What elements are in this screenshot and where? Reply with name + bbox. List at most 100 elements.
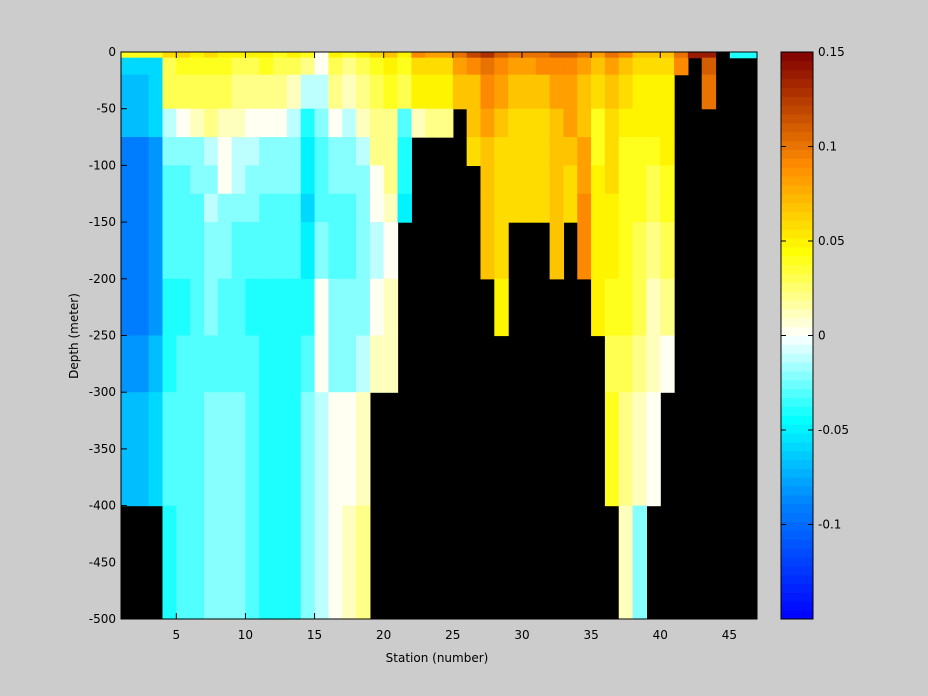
heatmap-cell (134, 74, 150, 110)
heatmap-cell (300, 193, 316, 223)
heatmap-cell (480, 193, 495, 223)
colorbar-segment (781, 326, 813, 336)
heatmap-cell (328, 335, 343, 393)
heatmap-cell (535, 165, 551, 195)
heatmap-cell (203, 193, 219, 223)
heatmap-cell (203, 278, 219, 337)
heatmap-cell (342, 335, 357, 393)
colorbar-segment (781, 308, 813, 319)
heatmap-cell (121, 165, 136, 195)
heatmap-cell (618, 193, 634, 223)
heatmap-cell (273, 137, 288, 166)
heatmap-cell (314, 392, 329, 507)
heatmap-cell (176, 505, 191, 620)
heatmap-cell (176, 392, 191, 507)
heatmap-cell (342, 278, 357, 337)
heatmap-cell (356, 335, 371, 393)
heatmap-cell (162, 108, 177, 138)
heatmap-cell (148, 57, 164, 76)
colorbar-segment (781, 459, 813, 469)
heatmap-cell (259, 52, 274, 59)
heatmap-cell (148, 222, 164, 280)
heatmap-cell (231, 137, 247, 166)
heatmap-cell (480, 52, 495, 59)
heatmap-cell (397, 165, 412, 195)
y-tick-label: -350 (89, 442, 116, 456)
heatmap-cell (646, 165, 661, 195)
heatmap-cell (494, 193, 509, 223)
heatmap-cell (646, 222, 661, 280)
heatmap-cell (300, 57, 316, 76)
heatmap-cell (286, 74, 302, 110)
colorbar-segment (781, 255, 813, 266)
heatmap-cell (397, 74, 412, 110)
heatmap-cell (162, 392, 177, 507)
heatmap-cell (342, 57, 357, 76)
heatmap-cell (452, 52, 468, 59)
heatmap-cell (300, 335, 316, 393)
x-axis-label: Station (number) (386, 651, 489, 665)
x-tick-label: 35 (583, 628, 598, 642)
heatmap-cell (314, 52, 329, 59)
heatmap-cell (162, 278, 177, 337)
heatmap-cell (121, 52, 136, 59)
heatmap-cell (411, 52, 426, 59)
heatmap-cell (203, 505, 219, 620)
heatmap-cell (604, 74, 620, 110)
colorbar-segment (781, 60, 813, 71)
x-tick-label: 25 (445, 628, 460, 642)
heatmap-cell (591, 108, 606, 138)
heatmap-cell (259, 335, 274, 393)
heatmap-cell (660, 222, 675, 280)
colorbar-segment (781, 78, 813, 88)
heatmap-cell (300, 137, 316, 166)
heatmap-cell (176, 74, 191, 110)
heatmap-cell (134, 222, 150, 280)
heatmap-cell (314, 74, 329, 110)
heatmap-cell (508, 193, 523, 223)
heatmap-cell (591, 57, 606, 76)
heatmap-cell (452, 57, 468, 76)
heatmap-cell (646, 137, 661, 166)
x-tick-label: 5 (172, 628, 180, 642)
heatmap-cell (300, 505, 316, 620)
heatmap-cell (273, 505, 288, 620)
heatmap-cell (397, 52, 412, 59)
colorbar-segment (781, 122, 813, 133)
colorbar-segment (781, 52, 813, 62)
heatmap-cell (369, 335, 385, 393)
heatmap-cell (342, 505, 357, 620)
heatmap-cell (356, 222, 371, 280)
heatmap-cell (632, 52, 647, 59)
heatmap-plot-area (121, 52, 758, 620)
heatmap-cell (342, 222, 357, 280)
colorbar-segment (781, 291, 813, 301)
heatmap-cell (660, 52, 675, 59)
heatmap-cell (452, 74, 468, 110)
heatmap-cell (121, 137, 136, 166)
colorbar-segment (781, 512, 813, 523)
heatmap-cell (314, 57, 329, 76)
heatmap-cell (176, 165, 191, 195)
y-axis: 0 -50 -100 -150 -200 -250 -300 -350 -400 -450 -500 (89, 45, 757, 626)
y-tick-label: -450 (89, 555, 116, 569)
heatmap-cell (286, 193, 302, 223)
heatmap-cell (286, 108, 302, 138)
heatmap-cell (660, 193, 675, 223)
heatmap-cell (563, 108, 578, 138)
heatmap-cell (203, 137, 219, 166)
colorbar-segment (781, 300, 813, 310)
colorbar-segment (781, 335, 813, 345)
heatmap-cell (259, 505, 274, 620)
heatmap-cell (162, 137, 177, 166)
heatmap-cell (563, 137, 578, 166)
colorbar-segment (781, 565, 813, 576)
heatmap-cell (121, 392, 136, 507)
colorbar-segment (781, 468, 813, 478)
heatmap-cell (660, 165, 675, 195)
colorbar-segment (781, 432, 813, 443)
heatmap-cell (729, 52, 744, 59)
heatmap-cell (618, 335, 634, 393)
heatmap-cell (286, 335, 302, 393)
heatmap-cell (549, 57, 565, 76)
